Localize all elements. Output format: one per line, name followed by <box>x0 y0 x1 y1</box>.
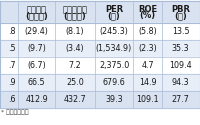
Text: 27.7: 27.7 <box>172 95 189 104</box>
Text: 13.5: 13.5 <box>172 27 189 36</box>
Text: (십억원): (십억원) <box>64 11 86 20</box>
Text: ROE: ROE <box>138 5 157 14</box>
Text: (2.3): (2.3) <box>138 44 157 53</box>
Text: (3.4): (3.4) <box>66 44 84 53</box>
Text: 14.9: 14.9 <box>139 78 156 87</box>
Text: 679.6: 679.6 <box>103 78 125 87</box>
Text: 7.2: 7.2 <box>69 61 81 70</box>
Text: (배): (배) <box>108 11 120 20</box>
Text: (5.8): (5.8) <box>138 27 157 36</box>
Text: 영업이익: 영업이익 <box>26 5 46 14</box>
Text: (29.4): (29.4) <box>25 27 48 36</box>
Text: PER: PER <box>105 5 123 14</box>
Text: 2,375.0: 2,375.0 <box>99 61 129 70</box>
Text: (245.3): (245.3) <box>100 27 128 36</box>
Text: 39.3: 39.3 <box>105 95 123 104</box>
Text: 35.3: 35.3 <box>172 44 189 53</box>
Text: (배): (배) <box>174 11 187 20</box>
Text: 109.1: 109.1 <box>136 95 159 104</box>
Text: 25.0: 25.0 <box>66 78 84 87</box>
Text: PBR: PBR <box>171 5 190 14</box>
Text: 지배순이익: 지배순이익 <box>62 5 88 14</box>
Text: (십억원): (십억원) <box>25 11 48 20</box>
Text: (%): (%) <box>139 11 156 20</box>
Text: .9: .9 <box>8 78 16 87</box>
Text: (6.7): (6.7) <box>27 61 46 70</box>
Text: .5: .5 <box>8 44 16 53</box>
Text: * 블투자기준기: * 블투자기준기 <box>1 109 29 115</box>
Text: .7: .7 <box>8 61 16 70</box>
Text: 109.4: 109.4 <box>169 61 192 70</box>
Text: 66.5: 66.5 <box>28 78 45 87</box>
Text: 94.3: 94.3 <box>172 78 189 87</box>
Text: .8: .8 <box>8 27 16 36</box>
Text: .6: .6 <box>8 95 16 104</box>
Text: (1,534.9): (1,534.9) <box>96 44 132 53</box>
Text: (9.7): (9.7) <box>27 44 46 53</box>
Text: 412.9: 412.9 <box>25 95 48 104</box>
Text: 4.7: 4.7 <box>141 61 154 70</box>
Text: 432.7: 432.7 <box>64 95 86 104</box>
Text: (8.1): (8.1) <box>66 27 84 36</box>
